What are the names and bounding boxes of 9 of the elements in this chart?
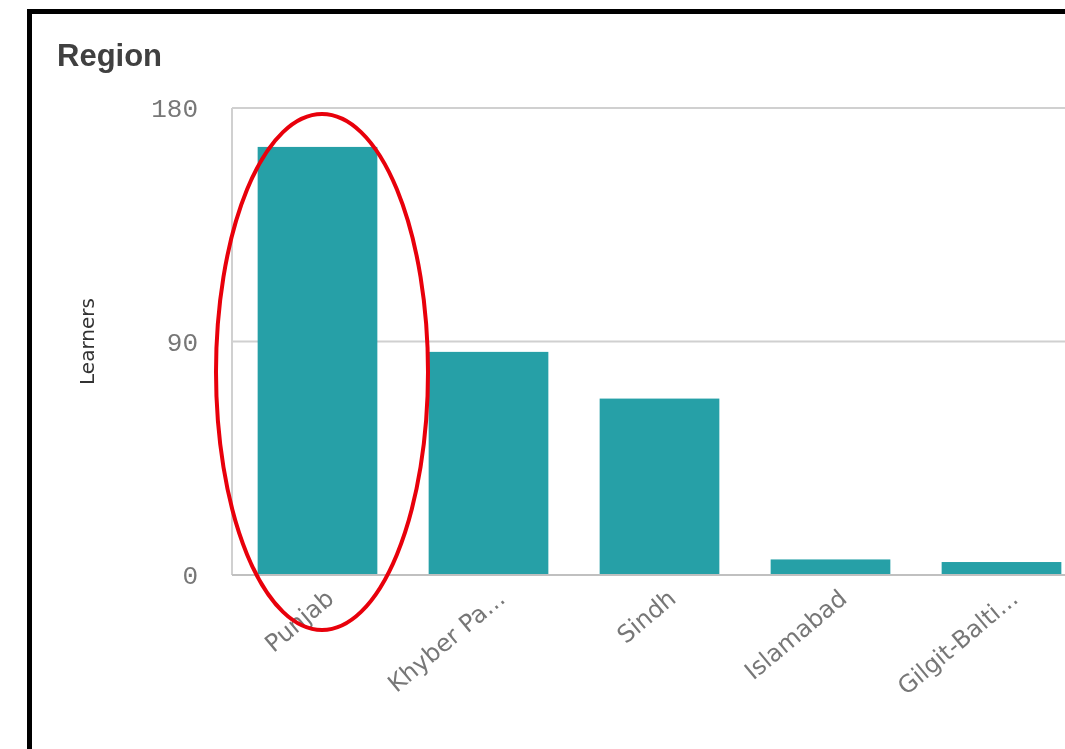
bar	[941, 562, 1062, 575]
bar	[770, 559, 891, 575]
chart-title: Region	[57, 38, 163, 73]
y-tick-label: 90	[166, 328, 198, 359]
bar	[599, 398, 720, 575]
y-tick-label: 180	[151, 95, 198, 126]
bar	[428, 351, 549, 575]
y-tick-label: 0	[182, 562, 198, 593]
y-axis-title: Learners	[75, 298, 99, 385]
